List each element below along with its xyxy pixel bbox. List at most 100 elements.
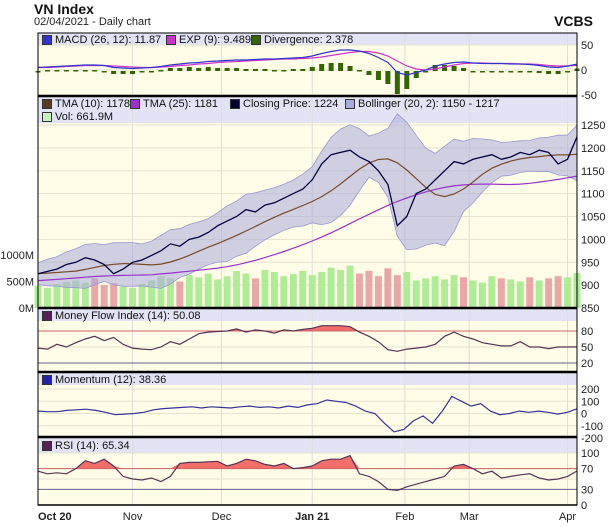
volume-bar (564, 277, 572, 308)
divergence-swatch-icon (251, 35, 261, 45)
divergence-bar (271, 70, 277, 72)
legend-volume-label: Vol: 661.9M (55, 111, 114, 123)
legend-divergence: Divergence: 2.378 (251, 34, 353, 46)
volume-bar (545, 278, 553, 308)
divergence-bar (328, 63, 334, 71)
legend-momentum-label: Momentum (12): 38.36 (55, 374, 167, 386)
volume-bar (62, 281, 70, 308)
volume-bar (507, 279, 515, 308)
volume-bar (53, 284, 61, 308)
volume-bar (138, 284, 146, 308)
price-tick-label: 1250 (581, 120, 605, 132)
divergence-bar (536, 71, 542, 73)
volume-bar (365, 270, 373, 308)
volume-bar (554, 276, 562, 308)
volume-bar (497, 278, 505, 308)
divergence-bar (224, 68, 230, 71)
mfi-header-band (38, 308, 577, 321)
legend-divergence-label: Divergence: 2.378 (264, 34, 354, 46)
divergence-bar (546, 71, 552, 74)
divergence-bar (470, 71, 476, 73)
divergence-bar (290, 69, 296, 71)
brand-label: VCBS (554, 13, 593, 29)
divergence-bar (300, 69, 306, 71)
rsi-tick-label: 0 (581, 500, 587, 512)
divergence-bar (347, 66, 353, 71)
close-swatch-icon (230, 99, 240, 109)
momentum-tick-label: 0 (581, 409, 587, 421)
x-tick-label: Oct 20 (38, 511, 72, 523)
divergence-bar (479, 71, 485, 73)
volume-bar (460, 277, 468, 308)
momentum-tick-label: 200 (581, 384, 599, 396)
x-tick-label: Mar (460, 511, 479, 523)
volume-bar (185, 275, 193, 308)
price-tick-label: 1200 (581, 143, 605, 155)
legend-mfi: Money Flow Index (14): 50.08 (42, 310, 201, 322)
volume-bar (43, 287, 51, 308)
volume-tick-label: 500M (6, 277, 34, 289)
volume-bar (223, 276, 231, 308)
divergence-bar (432, 65, 438, 71)
divergence-bar (196, 68, 202, 71)
mfi-swatch-icon (42, 311, 52, 321)
macd-line (37, 49, 578, 76)
momentum-line (37, 395, 578, 433)
momentum-tick-label: 100 (581, 396, 599, 408)
volume-tick-label: 0M (19, 303, 34, 315)
macd-tick-label: -50 (581, 90, 597, 102)
volume-bar (270, 271, 278, 308)
divergence-bar (215, 68, 221, 71)
volume-bar (110, 283, 118, 308)
volume-bar (516, 281, 524, 308)
divergence-bar (498, 71, 504, 73)
volume-bar (441, 279, 449, 308)
volume-bar (81, 282, 89, 308)
volume-bar (535, 280, 543, 308)
price-header-band (38, 96, 577, 123)
divergence-bar (517, 71, 523, 73)
divergence-bar (262, 69, 268, 71)
divergence-bar (385, 71, 391, 84)
volume-bar (422, 278, 430, 308)
divergence-bar (508, 71, 514, 73)
price-tick-label: 950 (581, 257, 599, 269)
price-tick-label: 1050 (581, 212, 605, 224)
divergence-bar (413, 71, 419, 78)
price-tick-label: 1150 (581, 166, 605, 178)
volume-bar (488, 276, 496, 308)
divergence-bar (120, 71, 126, 74)
divergence-bar (461, 68, 467, 71)
divergence-bar (423, 71, 429, 73)
legend-volume: Vol: 661.9M (42, 111, 113, 123)
divergence-bar (177, 68, 183, 71)
divergence-bar (451, 66, 457, 71)
volume-bar (100, 285, 108, 308)
volume-bar (450, 275, 458, 308)
legend-rsi-label: RSI (14): 65.34 (55, 440, 130, 452)
rsi-header-band (38, 437, 577, 453)
rsi-tick-label: 70 (581, 464, 593, 476)
legend-bollinger-label: Bollinger (20, 2): 1150 - 1217 (358, 98, 500, 110)
rsi-line (37, 454, 578, 492)
mfi-tick-label: 20 (581, 358, 593, 370)
volume-bar (356, 273, 364, 308)
divergence-bar (319, 64, 325, 71)
momentum-swatch-icon (42, 375, 52, 385)
divergence-bar (130, 71, 136, 74)
volume-bar (166, 278, 174, 308)
tma25-swatch-icon (130, 99, 140, 109)
rsi-swatch-icon (42, 441, 52, 451)
divergence-bar (281, 70, 287, 72)
volume-bar (195, 277, 203, 308)
volume-swatch-icon (42, 112, 52, 122)
volume-bar (176, 281, 184, 308)
volume-bar (261, 269, 269, 308)
legend-bollinger: Bollinger (20, 2): 1150 - 1217 (345, 98, 500, 110)
divergence-bar (82, 70, 88, 72)
volume-bar (233, 270, 241, 308)
bollinger-swatch-icon (345, 99, 355, 109)
legend-macd: MACD (26, 12): 11.87 (42, 34, 161, 46)
divergence-bar (489, 71, 495, 73)
chart-subtitle: 02/04/2021 - Daily chart (34, 16, 151, 28)
